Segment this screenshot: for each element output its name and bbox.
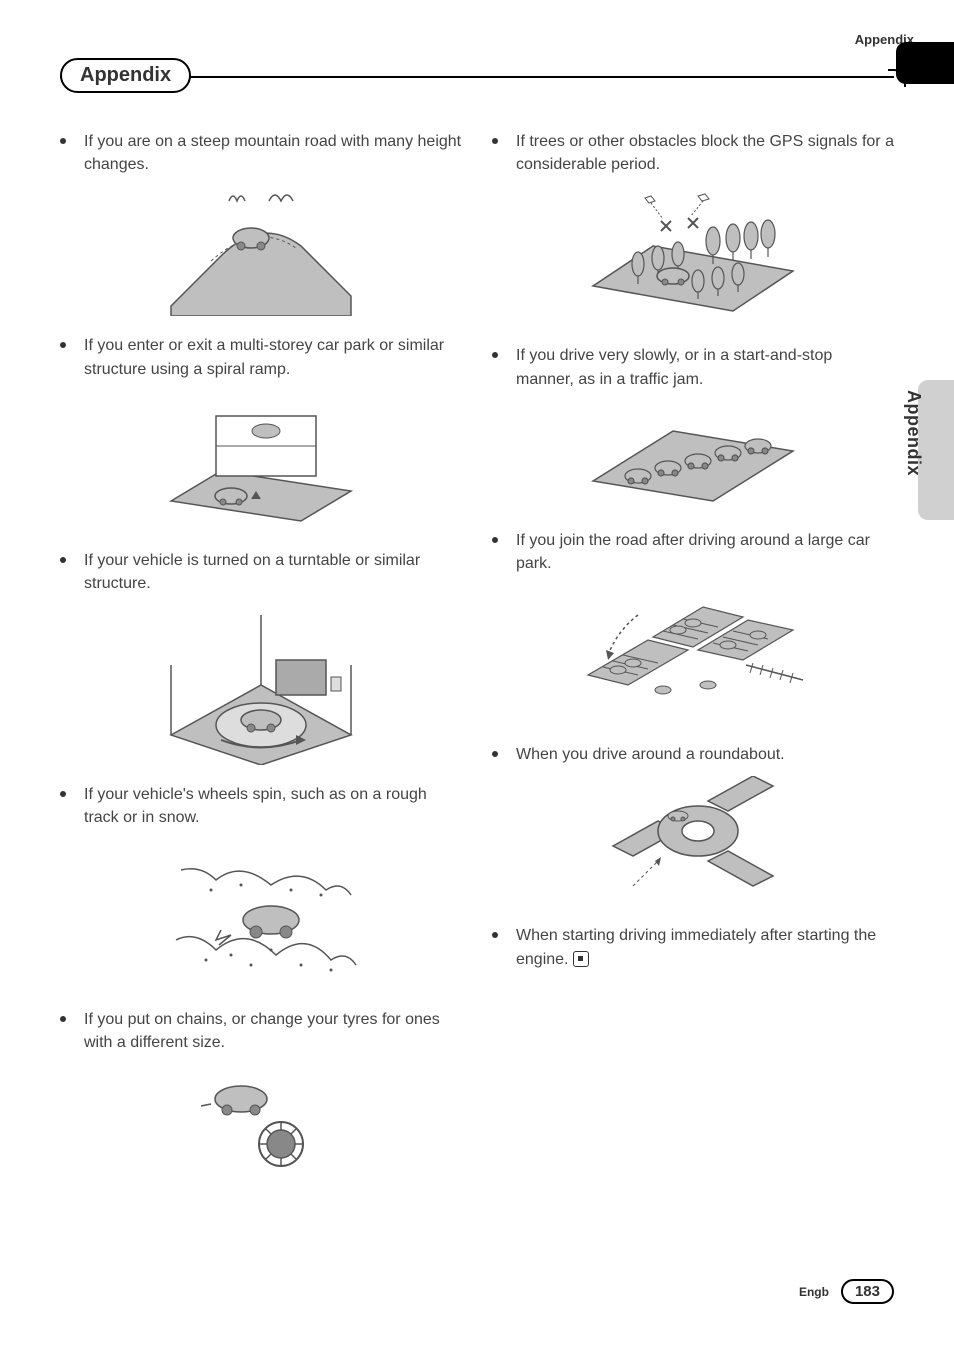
bullet-text: If you put on chains, or change your tyr… [84, 1008, 462, 1054]
illustration-wheels-spin [60, 840, 462, 990]
list-item: If you join the road after driving aroun… [492, 529, 894, 575]
right-column: If trees or other obstacles block the GP… [492, 130, 894, 1192]
list-item: If you drive very slowly, or in a start-… [492, 344, 894, 390]
list-item: If your vehicle's wheels spin, such as o… [60, 783, 462, 829]
list-item: If you put on chains, or change your tyr… [60, 1008, 462, 1054]
bullet-icon [60, 557, 66, 563]
bullet-text: When starting driving immediately after … [516, 924, 894, 970]
end-section-icon [573, 951, 589, 967]
illustration-mountain-road [60, 186, 462, 316]
content-columns: If you are on a steep mountain road with… [60, 130, 894, 1192]
bullet-text: When you drive around a roundabout. [516, 743, 894, 766]
bullet-icon [60, 1016, 66, 1022]
side-tab-label: Appendix [903, 390, 924, 476]
bullet-text: If you join the road after driving aroun… [516, 529, 894, 575]
bullet-text: If your vehicle is turned on a turntable… [84, 549, 462, 595]
bullet-text: If trees or other obstacles block the GP… [516, 130, 894, 176]
list-item: If you enter or exit a multi-storey car … [60, 334, 462, 380]
page-number: 183 [841, 1279, 894, 1304]
title-bar: Appendix [60, 58, 894, 94]
list-item: If you are on a steep mountain road with… [60, 130, 462, 176]
left-column: If you are on a steep mountain road with… [60, 130, 462, 1192]
illustration-spiral-ramp [60, 391, 462, 531]
bullet-icon [60, 138, 66, 144]
illustration-roundabout [492, 776, 894, 906]
illustration-car-park [492, 585, 894, 725]
bullet-icon [492, 751, 498, 757]
bullet-text: If you drive very slowly, or in a start-… [516, 344, 894, 390]
bullet-icon [492, 138, 498, 144]
bullet-icon [60, 791, 66, 797]
page-title: Appendix [60, 58, 191, 93]
illustration-tyre-chains [60, 1064, 462, 1174]
list-item: When you drive around a roundabout. [492, 743, 894, 766]
bullet-icon [492, 352, 498, 358]
illustration-traffic-jam [492, 401, 894, 511]
bullet-icon [60, 342, 66, 348]
footer-lang: Engb [799, 1285, 829, 1299]
illustration-turntable [60, 605, 462, 765]
list-item: If trees or other obstacles block the GP… [492, 130, 894, 176]
bullet-text: If you enter or exit a multi-storey car … [84, 334, 462, 380]
list-item: When starting driving immediately after … [492, 924, 894, 970]
bullet-text: If you are on a steep mountain road with… [84, 130, 462, 176]
bullet-text: If your vehicle's wheels spin, such as o… [84, 783, 462, 829]
bullet-icon [492, 932, 498, 938]
illustration-trees-gps [492, 186, 894, 326]
bullet-icon [492, 537, 498, 543]
list-item: If your vehicle is turned on a turntable… [60, 549, 462, 595]
page-footer: Engb 183 [799, 1279, 894, 1304]
